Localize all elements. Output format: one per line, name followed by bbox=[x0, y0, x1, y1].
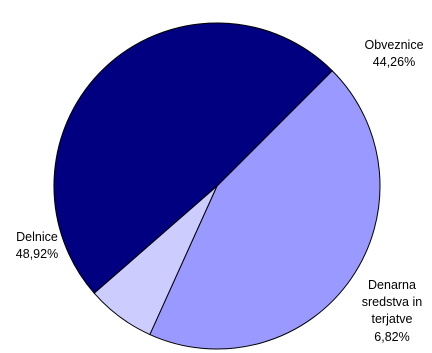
slice-value-obveznice: 44,26% bbox=[373, 55, 415, 69]
pie-slice-obveznice bbox=[149, 70, 381, 350]
slice-label-denarna-line-3: terjatve bbox=[372, 312, 413, 326]
pie-slices bbox=[53, 22, 381, 350]
pie-slice-delnice bbox=[53, 22, 333, 294]
slice-label-obveznice: Obveznice bbox=[364, 38, 423, 52]
slice-value-delnice: 48,92% bbox=[16, 247, 58, 261]
slice-value-denarna: 6,82% bbox=[374, 330, 409, 344]
slice-label-delnice: Delnice bbox=[16, 230, 58, 244]
slice-label-denarna-line-1: Denarna bbox=[368, 278, 416, 292]
slice-label-denarna-line-2: sredstva in bbox=[362, 295, 422, 309]
